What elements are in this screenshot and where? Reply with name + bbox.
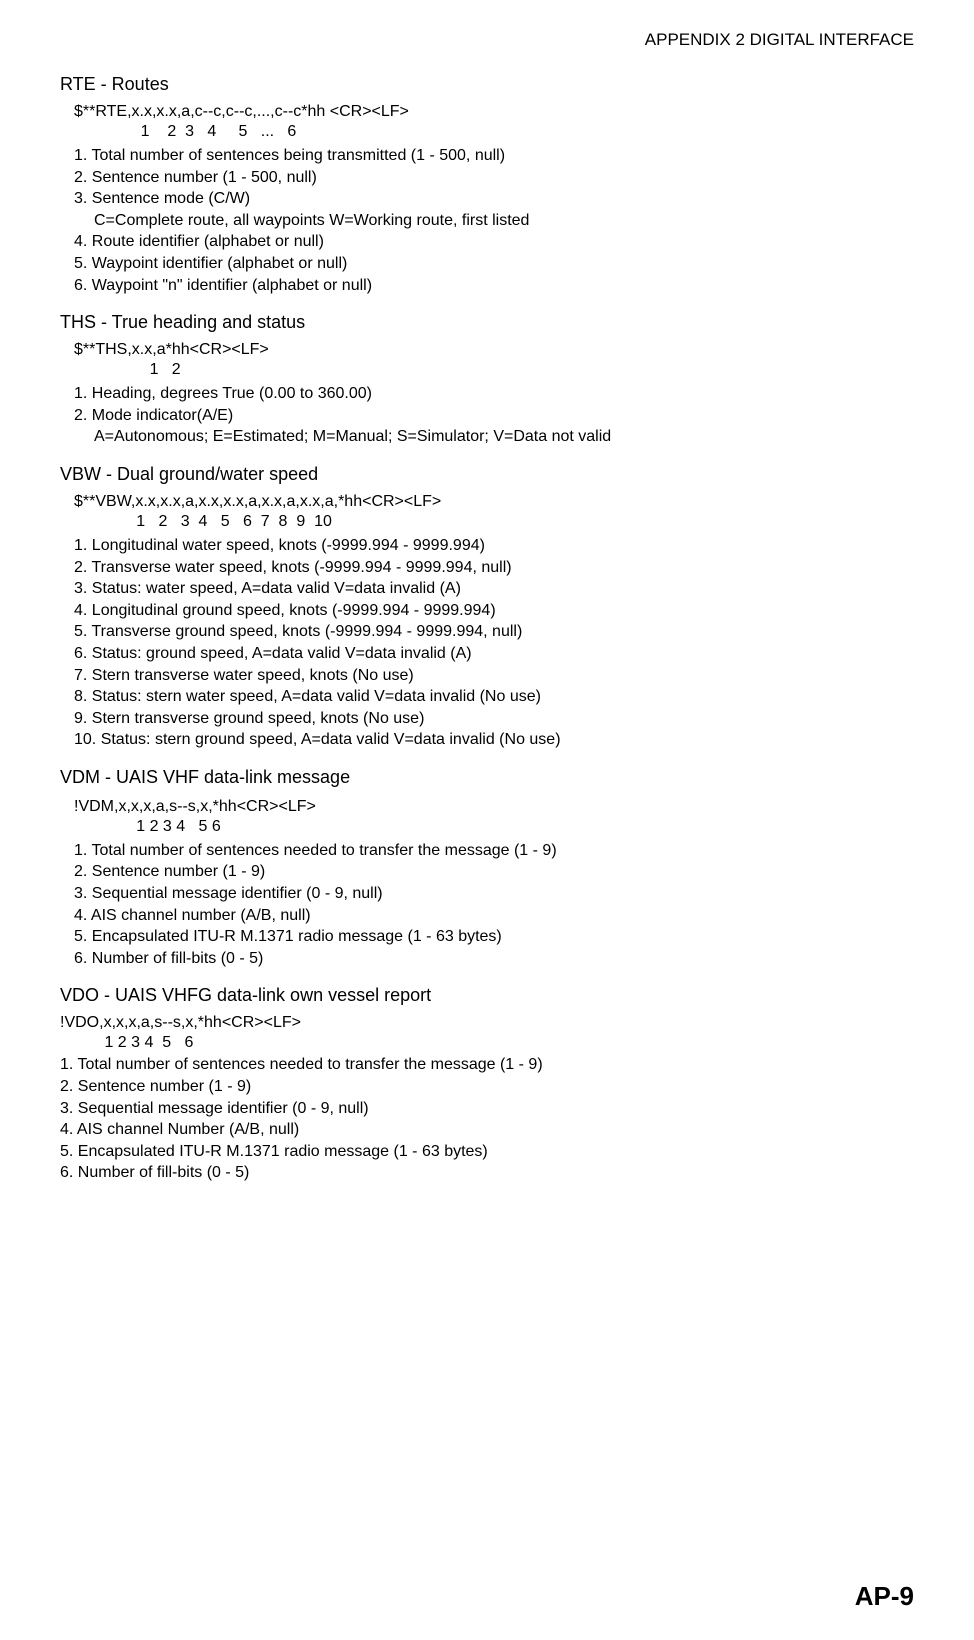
rte-field-2: 2. Sentence number (1 - 500, null) (74, 167, 914, 189)
vbw-field-7: 7. Stern transverse water speed, knots (… (74, 665, 914, 687)
vdo-field-1: 1. Total number of sentences needed to t… (60, 1054, 914, 1076)
vbw-field-9: 9. Stern transverse ground speed, knots … (74, 708, 914, 730)
vdo-section: VDO - UAIS VHFG data-link own vessel rep… (60, 985, 914, 1184)
ths-indices: 1 2 (74, 361, 914, 379)
vbw-title: VBW - Dual ground/water speed (60, 464, 914, 485)
vbw-field-10: 10. Status: stern ground speed, A=data v… (74, 729, 914, 751)
vbw-field-2: 2. Transverse water speed, knots (-9999.… (74, 557, 914, 579)
vbw-field-1: 1. Longitudinal water speed, knots (-999… (74, 535, 914, 557)
ths-field-2-sub: A=Autonomous; E=Estimated; M=Manual; S=S… (94, 426, 914, 448)
vbw-field-3: 3. Status: water speed, A=data valid V=d… (74, 578, 914, 600)
vdm-field-2: 2. Sentence number (1 - 9) (74, 861, 914, 883)
ths-title: THS - True heading and status (60, 312, 914, 333)
rte-field-4: 4. Route identifier (alphabet or null) (74, 231, 914, 253)
vdo-field-5: 5. Encapsulated ITU-R M.1371 radio messa… (60, 1141, 914, 1163)
ths-field-1: 1. Heading, degrees True (0.00 to 360.00… (74, 383, 914, 405)
vdm-field-6: 6. Number of fill-bits (0 - 5) (74, 948, 914, 970)
vbw-field-4: 4. Longitudinal ground speed, knots (-99… (74, 600, 914, 622)
vdm-field-5: 5. Encapsulated ITU-R M.1371 radio messa… (74, 926, 914, 948)
vbw-field-8: 8. Status: stern water speed, A=data val… (74, 686, 914, 708)
rte-field-3: 3. Sentence mode (C/W) (74, 188, 914, 210)
vbw-field-6: 6. Status: ground speed, A=data valid V=… (74, 643, 914, 665)
vbw-section: VBW - Dual ground/water speed $**VBW,x.x… (60, 464, 914, 751)
rte-field-3-sub: C=Complete route, all waypoints W=Workin… (94, 210, 914, 232)
vdm-format: !VDM,x,x,x,a,s--s,x,*hh<CR><LF> (74, 798, 914, 816)
ths-format: $**THS,x.x,a*hh<CR><LF> (74, 341, 914, 359)
vdm-section: VDM - UAIS VHF data-link message !VDM,x,… (60, 767, 914, 970)
vdo-field-6: 6. Number of fill-bits (0 - 5) (60, 1162, 914, 1184)
vdm-field-1: 1. Total number of sentences needed to t… (74, 840, 914, 862)
page-number: AP-9 (855, 1581, 914, 1612)
vdo-field-3: 3. Sequential message identifier (0 - 9,… (60, 1098, 914, 1120)
ths-section: THS - True heading and status $**THS,x.x… (60, 312, 914, 448)
vdo-field-2: 2. Sentence number (1 - 9) (60, 1076, 914, 1098)
vdo-title: VDO - UAIS VHFG data-link own vessel rep… (60, 985, 914, 1006)
rte-indices: 1 2 3 4 5 ... 6 (74, 123, 914, 141)
vdo-format: !VDO,x,x,x,a,s--s,x,*hh<CR><LF> (60, 1014, 914, 1032)
vdm-field-4: 4. AIS channel number (A/B, null) (74, 905, 914, 927)
vdo-indices: 1 2 3 4 5 6 (60, 1034, 914, 1052)
vbw-format: $**VBW,x.x,x.x,a,x.x,x.x,a,x.x,a,x.x,a,*… (74, 493, 914, 511)
rte-format: $**RTE,x.x,x.x,a,c--c,c--c,...,c--c*hh <… (74, 103, 914, 121)
vdm-field-3: 3. Sequential message identifier (0 - 9,… (74, 883, 914, 905)
vdo-field-4: 4. AIS channel Number (A/B, null) (60, 1119, 914, 1141)
rte-title: RTE - Routes (60, 74, 914, 95)
rte-section: RTE - Routes $**RTE,x.x,x.x,a,c--c,c--c,… (60, 74, 914, 296)
vbw-indices: 1 2 3 4 5 6 7 8 9 10 (74, 513, 914, 531)
vbw-field-5: 5. Transverse ground speed, knots (-9999… (74, 621, 914, 643)
rte-field-6: 6. Waypoint "n" identifier (alphabet or … (74, 275, 914, 297)
rte-field-5: 5. Waypoint identifier (alphabet or null… (74, 253, 914, 275)
rte-field-1: 1. Total number of sentences being trans… (74, 145, 914, 167)
ths-field-2: 2. Mode indicator(A/E) (74, 405, 914, 427)
vdm-indices: 1 2 3 4 5 6 (74, 818, 914, 836)
page-header: APPENDIX 2 DIGITAL INTERFACE (60, 30, 914, 50)
vdm-title: VDM - UAIS VHF data-link message (60, 767, 914, 788)
